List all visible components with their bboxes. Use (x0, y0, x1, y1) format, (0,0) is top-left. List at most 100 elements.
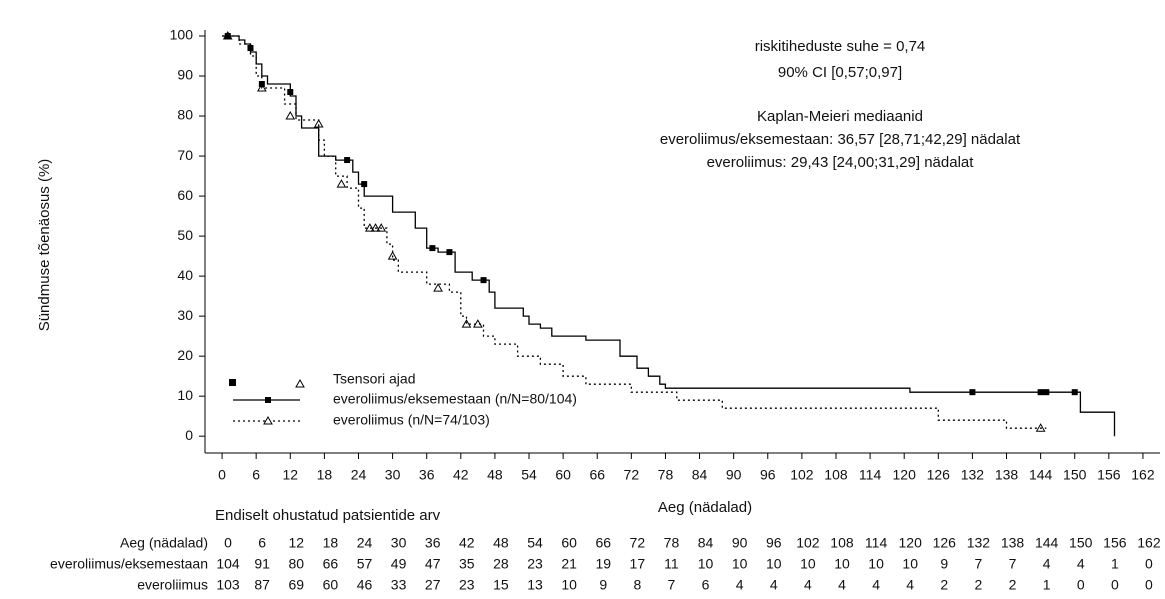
censor-mark (1043, 389, 1050, 396)
risk-count: 28 (493, 556, 509, 572)
risk-time: 36 (425, 535, 441, 551)
risk-time: 0 (224, 535, 232, 551)
risk-count: 80 (288, 556, 304, 572)
x-tick-label: 150 (1063, 467, 1087, 483)
censor-mark (387, 251, 398, 260)
risk-time: 120 (899, 535, 923, 551)
censor-mark (287, 89, 294, 96)
y-tick-label: 0 (185, 427, 193, 443)
x-tick-label: 114 (859, 467, 882, 483)
x-tick-label: 162 (1131, 467, 1155, 483)
censor-mark (1035, 423, 1046, 432)
risk-time: 24 (357, 535, 373, 551)
risk-count: 27 (425, 577, 441, 593)
risk-time: 162 (1137, 535, 1161, 551)
risk-count: 10 (800, 556, 816, 572)
annotation: everoliimus: 29,43 [24,00;31,29] nädalat (707, 154, 975, 171)
risk-count: 10 (868, 556, 884, 572)
censor-mark (336, 179, 347, 188)
x-tick-label: 54 (521, 467, 537, 483)
censor-mark (361, 181, 368, 188)
risk-count: 9 (599, 577, 607, 593)
risk-count: 4 (838, 577, 846, 593)
risk-time: 144 (1035, 535, 1059, 551)
risk-row-label: Aeg (nädalad) (120, 535, 208, 551)
censor-mark (256, 83, 267, 92)
x-tick-label: 90 (726, 467, 742, 483)
risk-count: 10 (561, 577, 577, 593)
survival-curve (222, 35, 1047, 429)
risk-time: 138 (1001, 535, 1025, 551)
x-tick-label: 12 (282, 467, 298, 483)
risk-count: 4 (770, 577, 778, 593)
risk-count: 1 (1043, 577, 1051, 593)
risk-count: 7 (975, 556, 983, 572)
x-tick-label: 84 (692, 467, 708, 483)
censor-mark (222, 30, 233, 40)
risk-count: 60 (323, 577, 339, 593)
risk-time: 90 (732, 535, 748, 551)
y-tick-label: 20 (177, 347, 193, 363)
risk-count: 66 (323, 556, 339, 572)
legend-censor-square (229, 379, 236, 386)
risk-count: 4 (1077, 556, 1085, 572)
x-tick-label: 96 (760, 467, 776, 483)
risk-time: 18 (323, 535, 339, 551)
risk-count: 15 (493, 577, 509, 593)
x-tick-label: 42 (453, 467, 469, 483)
risk-time: 150 (1069, 535, 1093, 551)
risk-count: 8 (633, 577, 641, 593)
risk-time: 6 (258, 535, 266, 551)
x-tick-label: 156 (1097, 467, 1121, 483)
risk-count: 7 (668, 577, 676, 593)
risk-time: 48 (493, 535, 509, 551)
risk-count: 4 (872, 577, 880, 593)
legend-title: Tsensori ajad (333, 371, 416, 387)
risk-table-title: Endiselt ohustatud patsientide arv (215, 507, 441, 524)
risk-count: 10 (902, 556, 918, 572)
x-tick-label: 66 (589, 467, 605, 483)
x-tick-label: 108 (824, 467, 848, 483)
legend-label: everoliimus (n/N=74/103) (333, 412, 490, 428)
risk-count: 49 (391, 556, 407, 572)
x-tick-label: 138 (995, 467, 1019, 483)
y-tick-label: 70 (177, 147, 193, 163)
risk-count: 19 (595, 556, 611, 572)
risk-count: 47 (425, 556, 441, 572)
censor-mark (472, 319, 483, 328)
censor-mark (364, 223, 375, 232)
censor-mark (461, 319, 472, 328)
risk-count: 6 (702, 577, 710, 593)
censor-mark (285, 111, 296, 120)
risk-time: 30 (391, 535, 407, 551)
risk-count: 0 (1111, 577, 1119, 593)
x-tick-label: 18 (317, 467, 333, 483)
risk-count: 4 (804, 577, 812, 593)
risk-count: 4 (736, 577, 744, 593)
risk-count: 10 (834, 556, 850, 572)
censor-mark (969, 389, 976, 396)
risk-count: 10 (698, 556, 714, 572)
y-tick-label: 50 (177, 227, 193, 243)
x-tick-label: 78 (658, 467, 674, 483)
x-tick-label: 72 (624, 467, 640, 483)
risk-count: 57 (357, 556, 373, 572)
x-tick-label: 60 (555, 467, 571, 483)
y-tick-label: 60 (177, 187, 193, 203)
x-tick-label: 24 (351, 467, 367, 483)
risk-time: 60 (561, 535, 577, 551)
risk-count: 46 (357, 577, 373, 593)
x-tick-label: 0 (218, 467, 226, 483)
censor-mark (313, 119, 324, 128)
annotation: Kaplan-Meieri mediaanid (757, 108, 923, 125)
risk-count: 87 (254, 577, 270, 593)
risk-count: 35 (459, 556, 475, 572)
y-tick-label: 40 (177, 267, 193, 283)
risk-time: 78 (664, 535, 680, 551)
y-tick-label: 90 (177, 67, 193, 83)
risk-count: 0 (1077, 577, 1085, 593)
censor-mark (1071, 389, 1078, 396)
legend-marker (265, 397, 271, 403)
risk-time: 66 (595, 535, 611, 551)
